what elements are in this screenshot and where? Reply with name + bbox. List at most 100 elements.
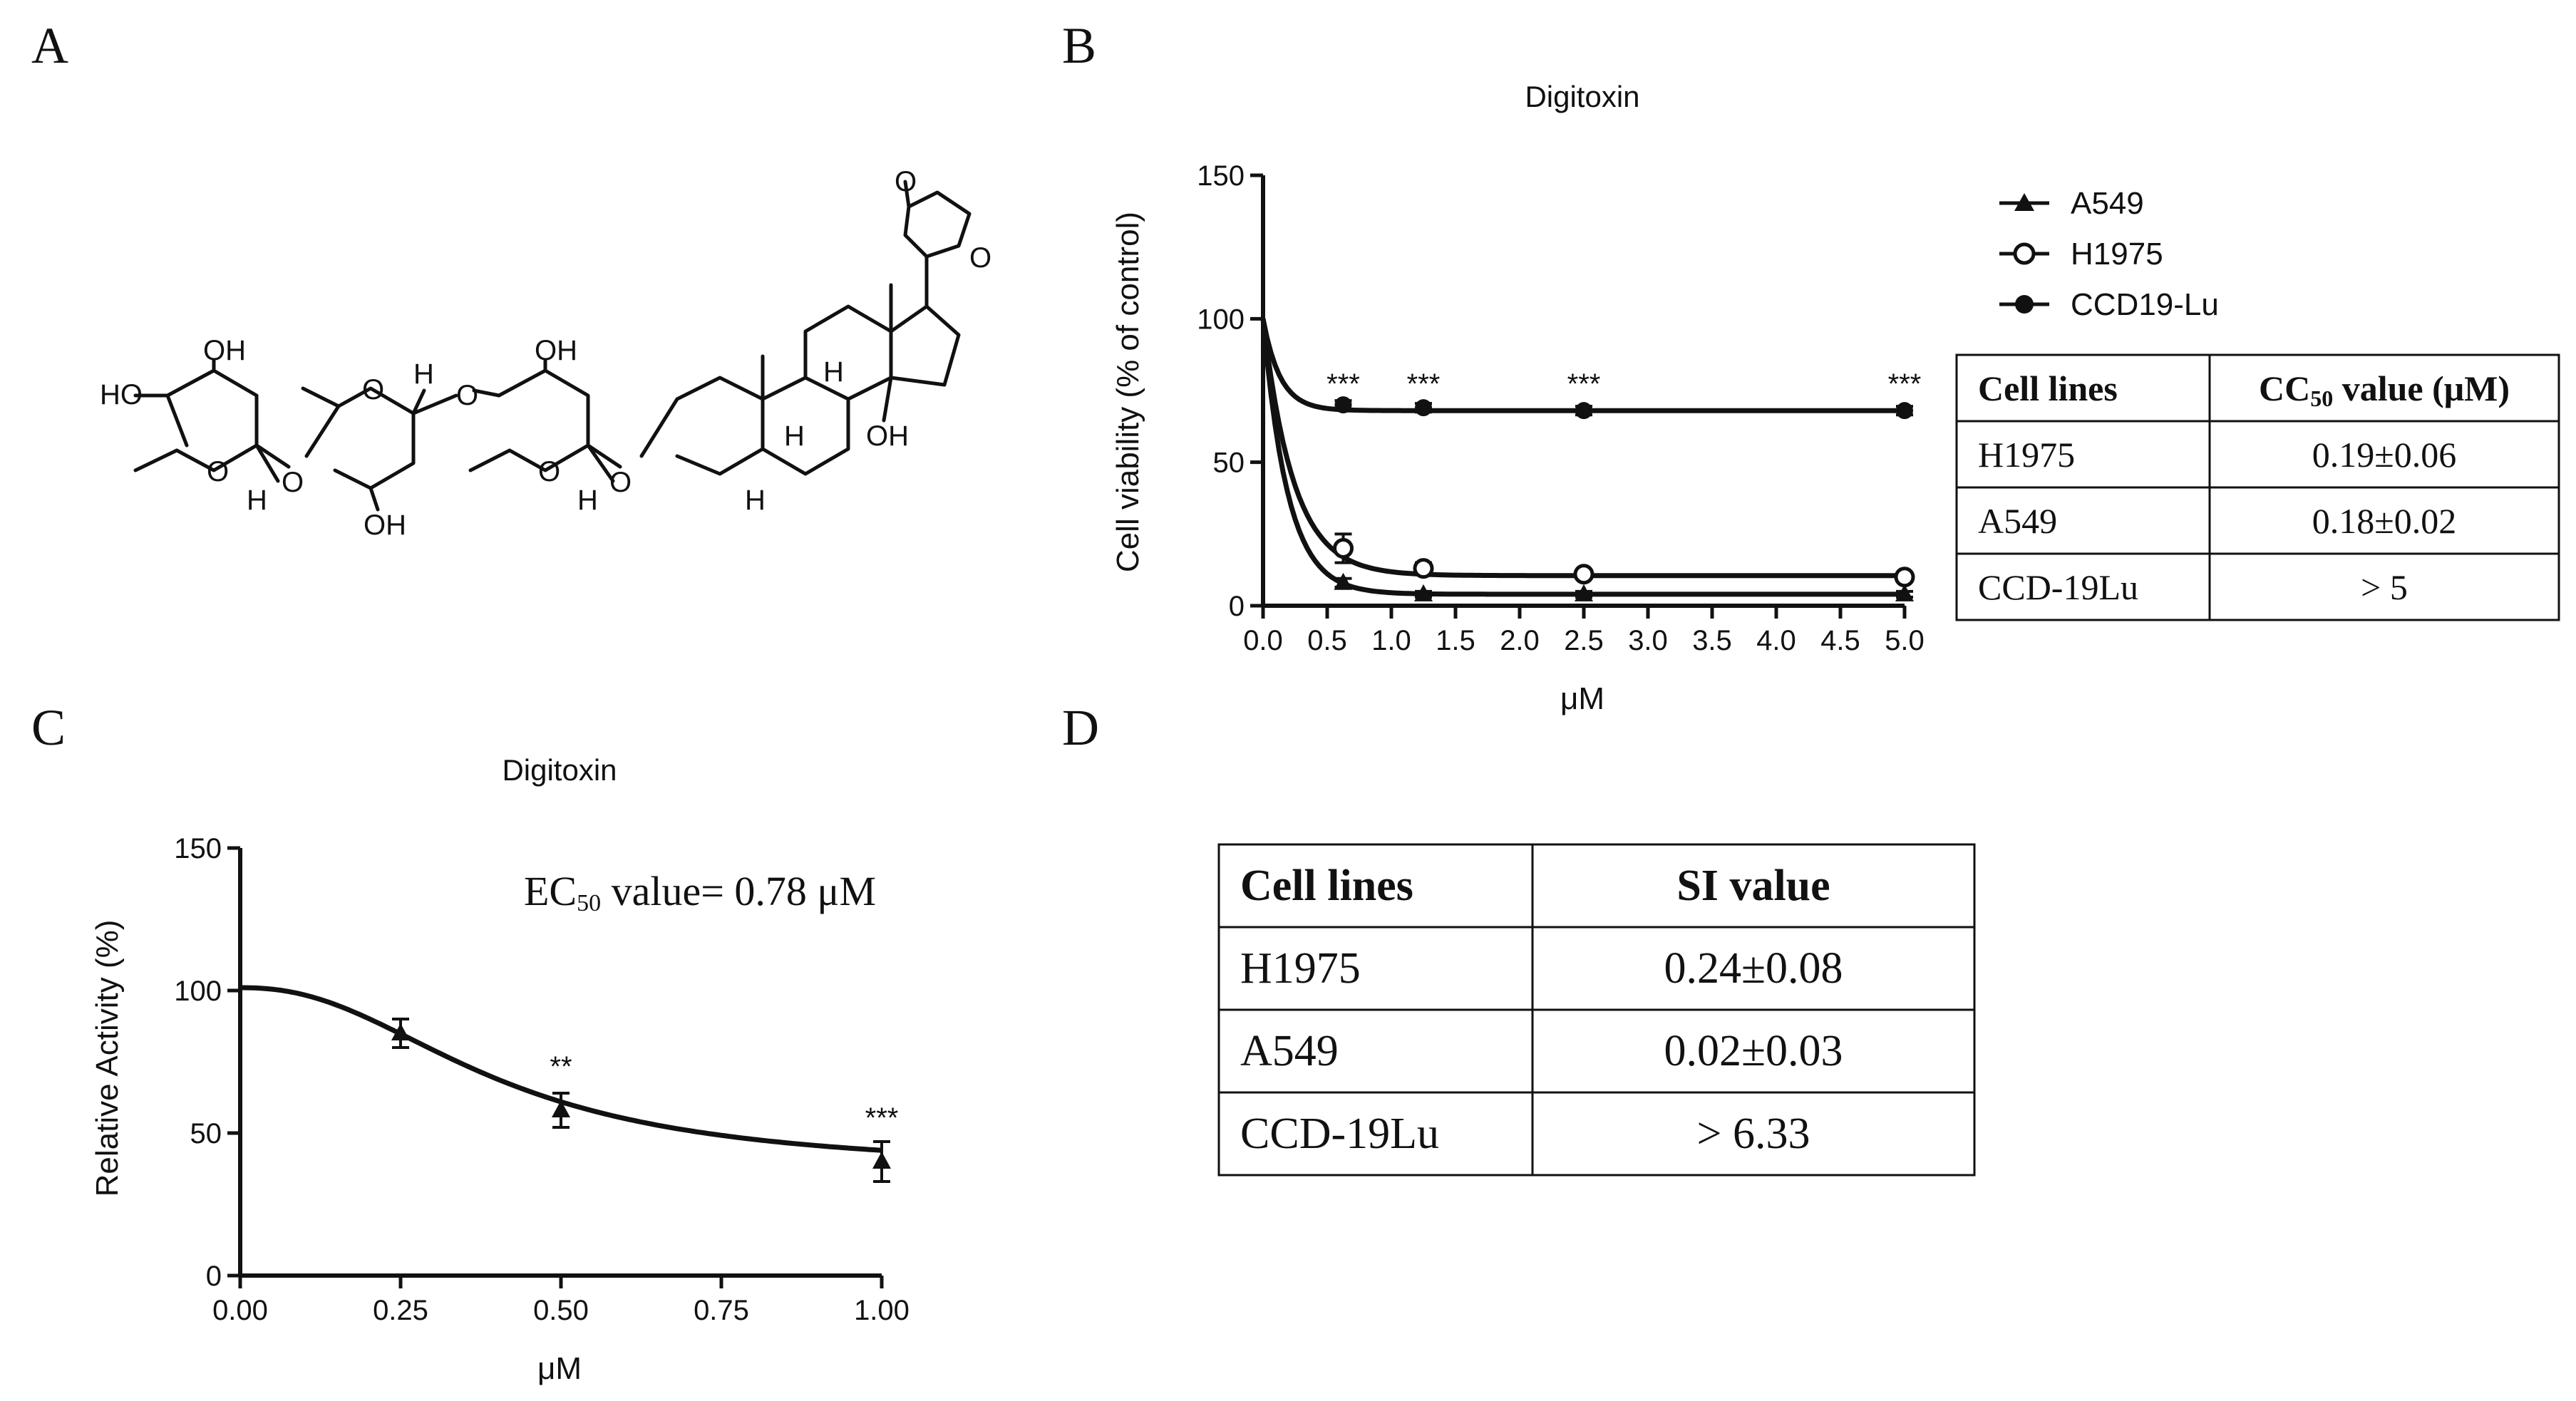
y-tick-label: 150: [174, 833, 222, 864]
data-point-a549: [1334, 572, 1353, 590]
si-table-cell: 0.24±0.08: [1664, 944, 1843, 993]
y-tick-label: 150: [1197, 160, 1245, 192]
chart-c-data-points: [391, 1018, 891, 1183]
cc50-table-cell: 0.18±0.02: [2312, 501, 2456, 541]
label-o-ring-1: O: [207, 456, 229, 487]
sugar-ring-1: [165, 368, 259, 472]
si-table-cell: CCD-19Lu: [1240, 1110, 1439, 1158]
chart-b-y-label: Cell viability (% of control): [1111, 212, 1145, 572]
steroid-ring-d: [889, 304, 961, 387]
sugar-ring-2: [304, 386, 416, 490]
panel-letter-c: C: [31, 699, 66, 756]
si-table-cell: > 6.33: [1697, 1110, 1810, 1158]
data-point-relative-activity: [391, 1023, 410, 1040]
si-table-cell: H1975: [1240, 944, 1361, 993]
y-tick-label: 100: [174, 976, 222, 1007]
y-tick-label: 50: [190, 1118, 222, 1149]
significance-marker: **: [550, 1051, 572, 1082]
significance-marker: ***: [1326, 368, 1360, 400]
panel-letter-a: A: [31, 17, 68, 74]
legend-a549-marker: [2014, 193, 2034, 211]
x-tick-label: 0.75: [694, 1295, 749, 1326]
ec50-annotation: EC50 value= 0.78 μM: [524, 868, 876, 916]
x-tick-label: 0.50: [533, 1295, 589, 1326]
si-table-header-value: SI value: [1676, 862, 1830, 910]
x-tick-label: 3.0: [1628, 625, 1668, 656]
x-tick-label: 4.0: [1756, 625, 1796, 656]
y-tick-label: 50: [1213, 448, 1245, 479]
chart-b-significance: *** *** *** ***: [1326, 368, 1921, 400]
si-table-cell: 0.02±0.03: [1664, 1027, 1843, 1075]
x-tick-label: 0.25: [373, 1295, 428, 1326]
fit-curve-h1975: [1260, 318, 1905, 579]
data-point-ccd19-lu: [1415, 399, 1432, 417]
x-tick-label: 1.0: [1371, 625, 1411, 656]
chart-c-significance: *****: [550, 1051, 898, 1134]
label-h-4: H: [745, 485, 766, 516]
steroid-ring-b: [761, 376, 850, 476]
x-tick-label: 1.00: [854, 1295, 910, 1326]
si-table-cell: A549: [1240, 1027, 1339, 1075]
cc50-table-cell: A549: [1978, 501, 2057, 541]
legend-ccd19lu-marker: [2015, 295, 2034, 314]
cc50-table: Cell lines CC50 value (μM) H1975 0.19±0.…: [1955, 353, 2560, 621]
data-point-relative-activity: [552, 1100, 570, 1117]
data-point-h1975: [1894, 567, 1915, 588]
label-h-1: H: [247, 485, 267, 516]
chart-b-fit-curves: [1260, 318, 1905, 597]
label-h-2: H: [413, 358, 434, 390]
label-o-carbonyl: O: [895, 166, 917, 197]
x-tick-label: 0.5: [1307, 625, 1347, 656]
label-o-ring-3: O: [538, 456, 560, 487]
chart-b-viability: Digitoxin 0 50 100 150 0.0 0.5 1.0 1.5 2.0 2.5 3.0…: [1111, 80, 1925, 716]
chart-b-title: Digitoxin: [1525, 80, 1639, 113]
data-point-h1975: [1333, 537, 1354, 559]
chart-c-x-label: μM: [537, 1351, 582, 1386]
chart-c-y-label: Relative Activity (%): [90, 920, 125, 1197]
si-table: Cell lines SI value H1975 0.24±0.08 A549…: [1217, 843, 1976, 1177]
label-o-link-3: O: [609, 467, 632, 498]
data-point-a549: [1895, 584, 1914, 601]
y-tick-label: 0: [206, 1261, 222, 1292]
data-point-relative-activity: [872, 1152, 891, 1169]
label-h-3: H: [577, 485, 598, 516]
x-tick-label: 0.00: [212, 1295, 268, 1326]
label-o-ring-2: O: [362, 374, 384, 405]
chart-c-axes: 0 50 100 150 0.00 0.25 0.50 0.75 1.00: [174, 833, 910, 1326]
cc50-table-cell: H1975: [1978, 435, 2075, 475]
label-oh-4: OH: [866, 420, 909, 452]
data-point-h1975: [1413, 558, 1434, 579]
x-tick-label: 5.0: [1885, 625, 1925, 656]
label-o-link-2: O: [456, 380, 478, 411]
label-o-link-1: O: [282, 467, 304, 498]
legend-h1975-marker: [2013, 242, 2036, 265]
panel-letter-b: B: [1062, 17, 1096, 74]
label-h-6: H: [823, 356, 844, 388]
panel-letter-d: D: [1062, 699, 1099, 756]
label-oh-3: OH: [535, 335, 577, 366]
significance-marker: ***: [1888, 368, 1922, 400]
x-tick-label: 4.5: [1820, 625, 1860, 656]
chart-b-x-label: μM: [1560, 681, 1604, 716]
label-h-5: H: [784, 420, 805, 452]
y-tick-label: 100: [1197, 304, 1245, 335]
chart-b-legend: A549 H1975 CCD19-Lu: [1999, 186, 2219, 322]
data-point-ccd19-lu: [1896, 402, 1913, 420]
legend-ccd19lu-label: CCD19-Lu: [2071, 287, 2219, 322]
fit-curve-a549: [1260, 318, 1905, 597]
cc50-table-header-value: CC50 value (μM): [2259, 368, 2510, 411]
butenolide-ring: [903, 190, 972, 259]
x-tick-label: 1.5: [1436, 625, 1475, 656]
x-tick-label: 2.5: [1564, 625, 1604, 656]
x-tick-label: 2.0: [1500, 625, 1540, 656]
significance-marker: ***: [865, 1102, 899, 1134]
significance-marker: ***: [1567, 368, 1601, 400]
digitoxin-structure: [133, 180, 972, 512]
steroid-ring-c: [803, 304, 893, 401]
chart-b-data-points: [1333, 396, 1915, 601]
data-point-a549: [1414, 584, 1433, 601]
x-tick-label: 0.0: [1243, 625, 1283, 656]
cc50-table-cell: CCD-19Lu: [1978, 567, 2138, 607]
data-point-a549: [1575, 584, 1593, 601]
